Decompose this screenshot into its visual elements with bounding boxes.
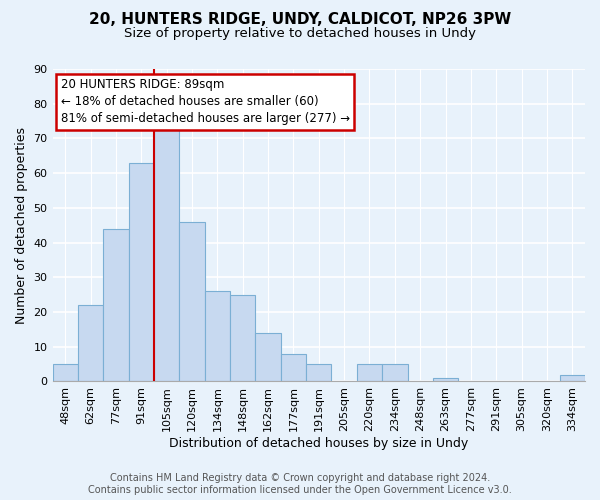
X-axis label: Distribution of detached houses by size in Undy: Distribution of detached houses by size …	[169, 437, 469, 450]
Text: 20 HUNTERS RIDGE: 89sqm
← 18% of detached houses are smaller (60)
81% of semi-de: 20 HUNTERS RIDGE: 89sqm ← 18% of detache…	[61, 78, 350, 126]
Bar	[154, 128, 179, 382]
Bar	[179, 222, 205, 382]
Bar	[53, 364, 78, 382]
Text: Size of property relative to detached houses in Undy: Size of property relative to detached ho…	[124, 28, 476, 40]
Bar	[205, 291, 230, 382]
Text: Contains HM Land Registry data © Crown copyright and database right 2024.
Contai: Contains HM Land Registry data © Crown c…	[88, 474, 512, 495]
Bar	[357, 364, 382, 382]
Text: 20, HUNTERS RIDGE, UNDY, CALDICOT, NP26 3PW: 20, HUNTERS RIDGE, UNDY, CALDICOT, NP26 …	[89, 12, 511, 28]
Y-axis label: Number of detached properties: Number of detached properties	[15, 126, 28, 324]
Bar	[230, 294, 256, 382]
Bar	[306, 364, 331, 382]
Bar	[78, 305, 103, 382]
Bar	[560, 374, 585, 382]
Bar	[382, 364, 407, 382]
Bar	[256, 333, 281, 382]
Bar	[433, 378, 458, 382]
Bar	[281, 354, 306, 382]
Bar	[128, 162, 154, 382]
Bar	[103, 228, 128, 382]
